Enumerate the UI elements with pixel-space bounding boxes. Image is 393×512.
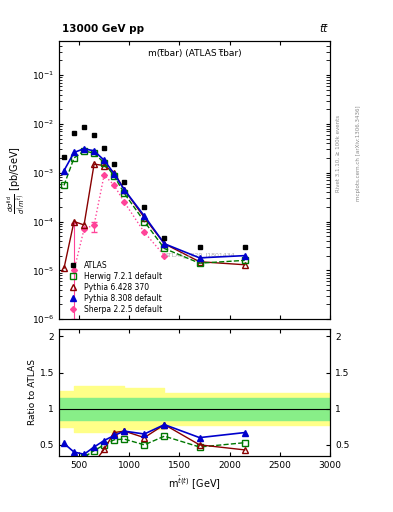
Sherpa 2.2.5 default xyxy=(92,222,96,228)
ATLAS xyxy=(112,161,117,167)
Line: Pythia 6.428 370: Pythia 6.428 370 xyxy=(61,161,248,271)
Pythia 8.308 default xyxy=(102,157,107,163)
Pythia 6.428 370 xyxy=(242,262,247,268)
X-axis label: m$^{\bar{t}(t)}$ [GeV]: m$^{\bar{t}(t)}$ [GeV] xyxy=(168,475,221,492)
ATLAS xyxy=(197,244,202,250)
Pythia 8.308 default xyxy=(72,150,76,156)
Legend: ATLAS, Herwig 7.2.1 default, Pythia 6.428 370, Pythia 8.308 default, Sherpa 2.2.: ATLAS, Herwig 7.2.1 default, Pythia 6.42… xyxy=(63,260,164,315)
ATLAS xyxy=(102,145,107,151)
Pythia 6.428 370 xyxy=(72,219,76,225)
Line: Herwig 7.2.1 default: Herwig 7.2.1 default xyxy=(61,148,248,266)
Herwig 7.2.1 default xyxy=(242,258,247,264)
Sherpa 2.2.5 default xyxy=(122,199,127,205)
Text: m(t̅bar) (ATLAS t̅bar): m(t̅bar) (ATLAS t̅bar) xyxy=(148,49,241,58)
Y-axis label: $\frac{d\sigma^\mathrm{fid}}{d\left(m^{\bar{t}}\right)}$ [pb/GeV]: $\frac{d\sigma^\mathrm{fid}}{d\left(m^{\… xyxy=(6,146,28,214)
Text: mcplots.cern.ch [arXiv:1306.3436]: mcplots.cern.ch [arXiv:1306.3436] xyxy=(356,106,361,201)
Herwig 7.2.1 default xyxy=(142,219,147,225)
Sherpa 2.2.5 default xyxy=(82,226,86,232)
ATLAS xyxy=(242,244,247,250)
Sherpa 2.2.5 default xyxy=(142,229,147,236)
Pythia 8.308 default xyxy=(112,170,117,177)
Pythia 8.308 default xyxy=(197,255,202,261)
Pythia 8.308 default xyxy=(92,148,96,154)
Pythia 8.308 default xyxy=(122,186,127,193)
ATLAS xyxy=(142,204,147,210)
Herwig 7.2.1 default xyxy=(122,190,127,196)
Pythia 8.308 default xyxy=(242,252,247,259)
Herwig 7.2.1 default xyxy=(112,173,117,179)
Sherpa 2.2.5 default xyxy=(162,252,167,259)
Pythia 8.308 default xyxy=(82,145,86,152)
Pythia 6.428 370 xyxy=(112,169,117,176)
Sherpa 2.2.5 default xyxy=(112,182,117,188)
Sherpa 2.2.5 default xyxy=(72,267,76,273)
ATLAS xyxy=(72,130,76,136)
Herwig 7.2.1 default xyxy=(197,260,202,266)
Pythia 8.308 default xyxy=(162,241,167,247)
Pythia 8.308 default xyxy=(62,167,66,174)
Herwig 7.2.1 default xyxy=(92,150,96,156)
Pythia 6.428 370 xyxy=(197,259,202,265)
ATLAS xyxy=(162,236,167,242)
Pythia 6.428 370 xyxy=(162,241,167,247)
Pythia 6.428 370 xyxy=(102,162,107,168)
Pythia 6.428 370 xyxy=(92,161,96,167)
Pythia 6.428 370 xyxy=(142,215,147,221)
Line: ATLAS: ATLAS xyxy=(62,125,247,249)
Herwig 7.2.1 default xyxy=(62,182,66,188)
Pythia 6.428 370 xyxy=(122,186,127,193)
Pythia 6.428 370 xyxy=(62,265,66,271)
ATLAS xyxy=(62,154,66,160)
Text: 13000 GeV pp: 13000 GeV pp xyxy=(62,24,144,34)
ATLAS xyxy=(122,179,127,185)
Herwig 7.2.1 default xyxy=(72,155,76,161)
Text: ATLAS_2020_I1801434: ATLAS_2020_I1801434 xyxy=(165,252,235,258)
Text: Rivet 3.1.10, ≥ 100k events: Rivet 3.1.10, ≥ 100k events xyxy=(336,115,341,192)
Herwig 7.2.1 default xyxy=(102,160,107,166)
Line: Pythia 8.308 default: Pythia 8.308 default xyxy=(61,146,248,261)
Line: Sherpa 2.2.5 default: Sherpa 2.2.5 default xyxy=(72,173,167,272)
Sherpa 2.2.5 default xyxy=(102,172,107,178)
Herwig 7.2.1 default xyxy=(162,245,167,251)
Herwig 7.2.1 default xyxy=(82,148,86,154)
Text: tt̅: tt̅ xyxy=(319,24,327,34)
Y-axis label: Ratio to ATLAS: Ratio to ATLAS xyxy=(28,359,37,425)
Pythia 8.308 default xyxy=(142,213,147,219)
ATLAS xyxy=(82,124,86,131)
Pythia 6.428 370 xyxy=(82,222,86,228)
ATLAS xyxy=(92,132,96,138)
